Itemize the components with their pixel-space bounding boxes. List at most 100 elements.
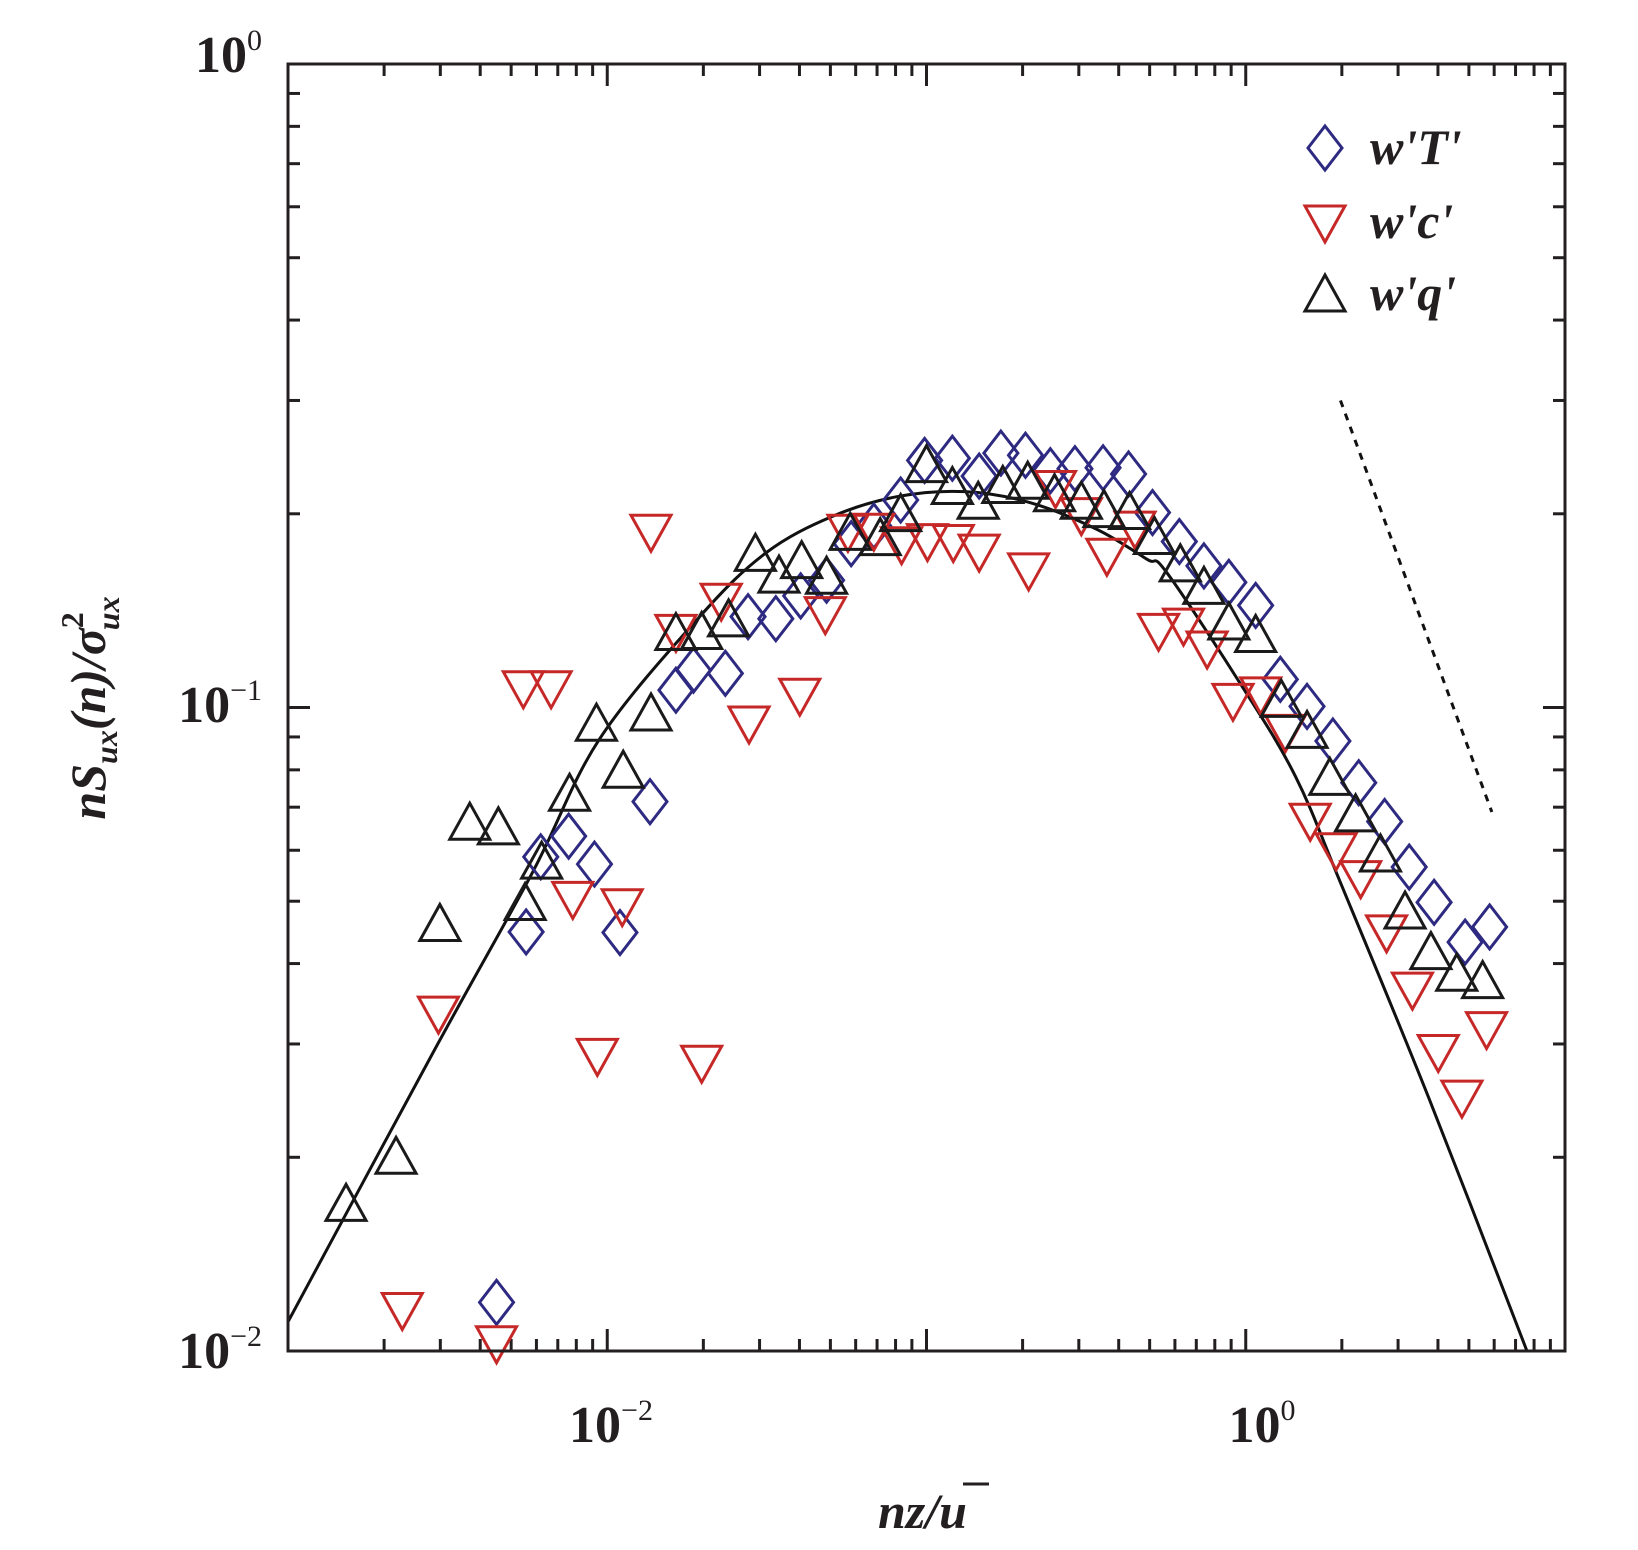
legend-label-wq: w'q' bbox=[1370, 265, 1456, 321]
data-point-triangle-up bbox=[857, 515, 903, 557]
data-point-diamond bbox=[1446, 917, 1484, 967]
series-triangle-up bbox=[323, 442, 1506, 1222]
data-point-diamond bbox=[1339, 758, 1378, 808]
data-point-diamond bbox=[706, 648, 745, 698]
data-point-diamond bbox=[507, 907, 546, 957]
data-point-diamond bbox=[729, 592, 767, 642]
data-point-triangle-up bbox=[628, 690, 674, 732]
data-point-triangle-down bbox=[473, 1325, 520, 1366]
y-tick-label-1e-2: 10−2 bbox=[178, 1320, 262, 1380]
data-point-triangle-down bbox=[879, 526, 925, 567]
data-point-triangle-up bbox=[447, 800, 493, 841]
data-point-triangle-down bbox=[679, 1044, 725, 1086]
data-point-diamond bbox=[1006, 430, 1045, 480]
data-point-triangle-down bbox=[1238, 676, 1284, 717]
data-point-triangle-down bbox=[415, 995, 462, 1037]
data-point-diamond bbox=[807, 555, 846, 605]
x-tick-label-1e-2: 10−2 bbox=[569, 1394, 653, 1454]
data-point-diamond bbox=[477, 1277, 516, 1327]
data-point-triangle-up bbox=[1233, 612, 1279, 653]
data-point-triangle-up bbox=[756, 553, 802, 594]
y-tick-label-base: 10 bbox=[195, 27, 247, 84]
y-axis-title: nSux(n)/σ2ux bbox=[54, 596, 126, 819]
data-point-triangle-up bbox=[1357, 831, 1404, 873]
data-point-diamond bbox=[1056, 444, 1094, 494]
data-point-triangle-down bbox=[379, 1292, 425, 1333]
data-point-triangle-up bbox=[573, 701, 619, 742]
legend: w'T' w'c' w'q' bbox=[1302, 119, 1462, 321]
data-point-triangle-down bbox=[1160, 607, 1207, 649]
y-axis-title-sub2: ux bbox=[90, 596, 126, 630]
data-point-diamond bbox=[756, 594, 795, 644]
data-point-triangle-down bbox=[1084, 537, 1130, 579]
data-point-triangle-down bbox=[1006, 552, 1052, 594]
data-point-triangle-down bbox=[574, 1037, 620, 1079]
y-tick-label-1e0: 100 bbox=[195, 24, 262, 84]
y-tick-label-base: 10 bbox=[178, 1323, 230, 1380]
data-point-diamond bbox=[1261, 654, 1300, 704]
data-point-diamond bbox=[1288, 681, 1326, 731]
data-point-triangle-up bbox=[519, 839, 565, 880]
data-point-diamond bbox=[933, 433, 972, 483]
data-point-triangle-up bbox=[600, 748, 646, 789]
data-point-triangle-down bbox=[1439, 1079, 1485, 1121]
data-point-triangle-up bbox=[1031, 471, 1078, 513]
data-point-triangle-down bbox=[777, 677, 823, 719]
legend-item-wT: w'T' bbox=[1306, 119, 1462, 175]
data-point-triangle-up bbox=[653, 610, 699, 652]
data-point-diamond bbox=[960, 451, 999, 501]
y-tick-label-1e-1: 10−1 bbox=[178, 674, 262, 734]
y-tick-label-exponent: 0 bbox=[247, 24, 262, 57]
data-point-triangle-up bbox=[1106, 489, 1153, 531]
data-point-triangle-down bbox=[1415, 1034, 1461, 1075]
data-point-diamond bbox=[549, 811, 588, 861]
data-point-triangle-up bbox=[955, 479, 1001, 520]
data-point-triangle-down bbox=[1313, 832, 1359, 873]
x-axis-title: nz/u bbox=[878, 1482, 989, 1539]
x-axis-title-main: nz/ bbox=[878, 1483, 943, 1539]
data-point-diamond bbox=[881, 475, 920, 525]
data-point-triangle-up bbox=[373, 1134, 419, 1175]
data-point-triangle-up bbox=[1058, 479, 1104, 520]
data-point-triangle-down bbox=[1364, 914, 1410, 955]
data-point-triangle-down bbox=[599, 888, 645, 929]
data-point-diamond bbox=[1160, 517, 1199, 566]
legend-label-wT: w'T' bbox=[1370, 119, 1462, 175]
data-point-triangle-down bbox=[628, 513, 674, 555]
data-point-diamond bbox=[1415, 877, 1453, 927]
plot-frame bbox=[286, 62, 1567, 1353]
x-tick-label-exponent: 0 bbox=[1281, 1394, 1296, 1427]
data-point-triangle-up bbox=[929, 464, 975, 506]
svg-text:nz/u: nz/u bbox=[878, 1483, 967, 1539]
data-point-triangle-up bbox=[878, 491, 924, 533]
data-point-triangle-up bbox=[323, 1181, 369, 1222]
legend-triangle-up-icon bbox=[1302, 271, 1348, 313]
data-point-triangle-down bbox=[1338, 860, 1384, 901]
data-point-triangle-up bbox=[1005, 459, 1051, 500]
data-point-triangle-down bbox=[1112, 510, 1158, 552]
data-point-diamond bbox=[981, 428, 1020, 478]
data-point-triangle-up bbox=[1131, 514, 1177, 556]
x-tick-label-base: 10 bbox=[569, 1397, 621, 1454]
data-point-triangle-down bbox=[956, 533, 1002, 575]
data-point-diamond bbox=[674, 645, 713, 695]
data-point-triangle-up bbox=[1307, 755, 1353, 796]
data-point-diamond bbox=[1470, 902, 1509, 952]
y-tick-label-exponent: −2 bbox=[230, 1320, 262, 1353]
data-point-triangle-down bbox=[528, 670, 574, 711]
data-point-triangle-up bbox=[706, 596, 752, 638]
data-point-triangle-up bbox=[1284, 708, 1330, 749]
y-axis-title-n: n bbox=[60, 792, 116, 820]
x-tick-label-exponent: −2 bbox=[621, 1394, 653, 1427]
axis-ticks bbox=[286, 64, 1565, 1353]
data-point-triangle-up bbox=[1460, 958, 1506, 1000]
data-point-diamond bbox=[601, 908, 639, 957]
x-axis-title-ubar: u bbox=[939, 1483, 967, 1539]
y-tick-label-base: 10 bbox=[178, 677, 230, 734]
legend-diamond-icon bbox=[1306, 123, 1344, 173]
data-point-triangle-up bbox=[1333, 791, 1379, 833]
svg-text:nSux(n)/σ2ux: nSux(n)/σ2ux bbox=[54, 596, 126, 819]
data-point-triangle-down bbox=[726, 705, 772, 747]
data-point-triangle-up bbox=[804, 554, 850, 595]
